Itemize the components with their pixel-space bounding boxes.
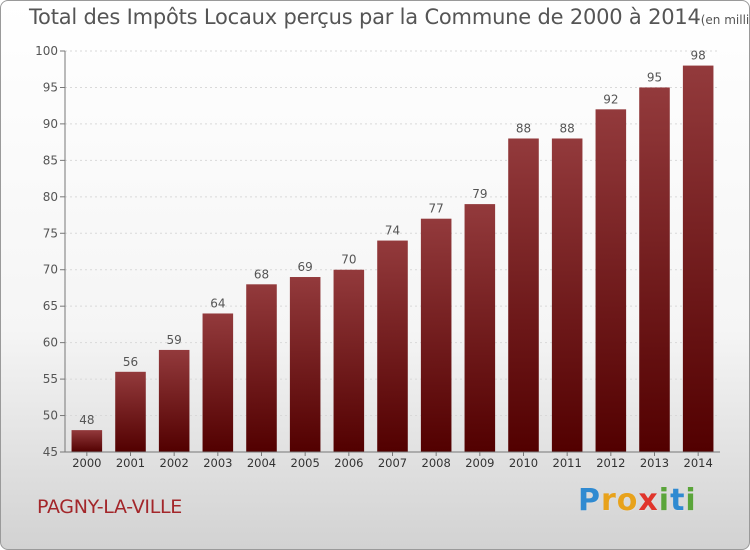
y-tick-label: 95 xyxy=(43,80,58,94)
bar xyxy=(420,218,452,452)
logo-letter: x xyxy=(638,483,659,518)
bar xyxy=(115,371,146,452)
y-tick-label: 90 xyxy=(43,117,58,131)
proxiti-logo[interactable]: Proxiti xyxy=(578,483,697,518)
bar xyxy=(246,284,277,452)
logo-letter: P xyxy=(578,483,601,518)
x-tick-label: 2009 xyxy=(465,456,494,470)
x-tick-label: 2008 xyxy=(422,456,451,470)
bar-value-label: 92 xyxy=(603,92,618,106)
bar-value-label: 79 xyxy=(472,187,487,201)
axes: 45 50 55 60 65 70 75 80 85 90 95 100 2000 2001 2002 200… xyxy=(35,44,720,470)
y-tick-label: 70 xyxy=(43,263,58,277)
bar-value-label: 68 xyxy=(254,267,269,281)
logo-letter: t xyxy=(670,483,686,518)
bar xyxy=(508,138,539,452)
bar xyxy=(202,313,234,452)
logo-letter: i xyxy=(685,483,697,518)
y-tick-label: 55 xyxy=(43,372,58,386)
logo-letter: o xyxy=(616,483,639,518)
logo-letter: r xyxy=(601,483,617,518)
logo-letter: i xyxy=(658,483,671,518)
y-tick-label: 85 xyxy=(43,153,58,167)
y-tick-label: 60 xyxy=(43,336,58,350)
x-tick-label: 2005 xyxy=(291,456,320,470)
chart-title: Total des Impôts Locaux perçus par la Co… xyxy=(29,5,750,29)
bar xyxy=(464,204,496,452)
x-tick-label: 2006 xyxy=(334,456,363,470)
bar xyxy=(377,240,408,452)
bar-value-label: 69 xyxy=(298,260,313,274)
title-unit: (en milliers d'€) xyxy=(700,13,750,27)
y-tick-label: 100 xyxy=(35,44,58,58)
x-tick-label: 2011 xyxy=(553,456,582,470)
x-tick-label: 2010 xyxy=(509,456,538,470)
bar-value-label: 88 xyxy=(560,121,575,135)
x-tick-label: 2001 xyxy=(116,456,145,470)
x-tick-label: 2012 xyxy=(596,456,625,470)
bar xyxy=(551,138,583,452)
y-tick-label: 75 xyxy=(43,226,58,240)
bar-value-label: 77 xyxy=(429,202,444,216)
bar xyxy=(639,87,670,453)
bar xyxy=(595,109,627,452)
x-tick-label: 2007 xyxy=(378,456,407,470)
bar-value-label: 48 xyxy=(79,413,94,427)
x-tick-label: 2004 xyxy=(247,456,276,470)
x-tick-label: 2013 xyxy=(640,456,669,470)
bar xyxy=(158,349,190,452)
bar-value-label: 56 xyxy=(123,355,138,369)
bar xyxy=(333,269,365,452)
y-tick-label: 45 xyxy=(43,445,58,459)
x-tick-label: 2002 xyxy=(160,456,189,470)
x-tick-label: 2000 xyxy=(72,456,101,470)
bar-value-label: 64 xyxy=(210,296,225,310)
bar xyxy=(682,65,714,452)
y-tick-label: 65 xyxy=(43,299,58,313)
bar xyxy=(289,277,321,452)
bars: 48 56 59 64 68 69 70 74 77 79 88 88 92 95 98 xyxy=(71,49,714,453)
bar-value-label: 98 xyxy=(691,49,706,63)
bar-value-label: 95 xyxy=(647,70,662,84)
bar-value-label: 88 xyxy=(516,121,531,135)
bar-value-label: 70 xyxy=(341,253,356,267)
commune-name: PAGNY-LA-VILLE xyxy=(37,496,182,518)
bar xyxy=(71,430,103,452)
x-tick-label: 2003 xyxy=(203,456,232,470)
bar-value-label: 74 xyxy=(385,224,400,238)
x-tick-label: 2014 xyxy=(684,456,713,470)
title-main: Total des Impôts Locaux perçus par la Co… xyxy=(29,5,701,29)
y-tick-label: 50 xyxy=(43,409,58,423)
bar-value-label: 59 xyxy=(167,333,182,347)
y-tick-label: 80 xyxy=(43,190,58,204)
